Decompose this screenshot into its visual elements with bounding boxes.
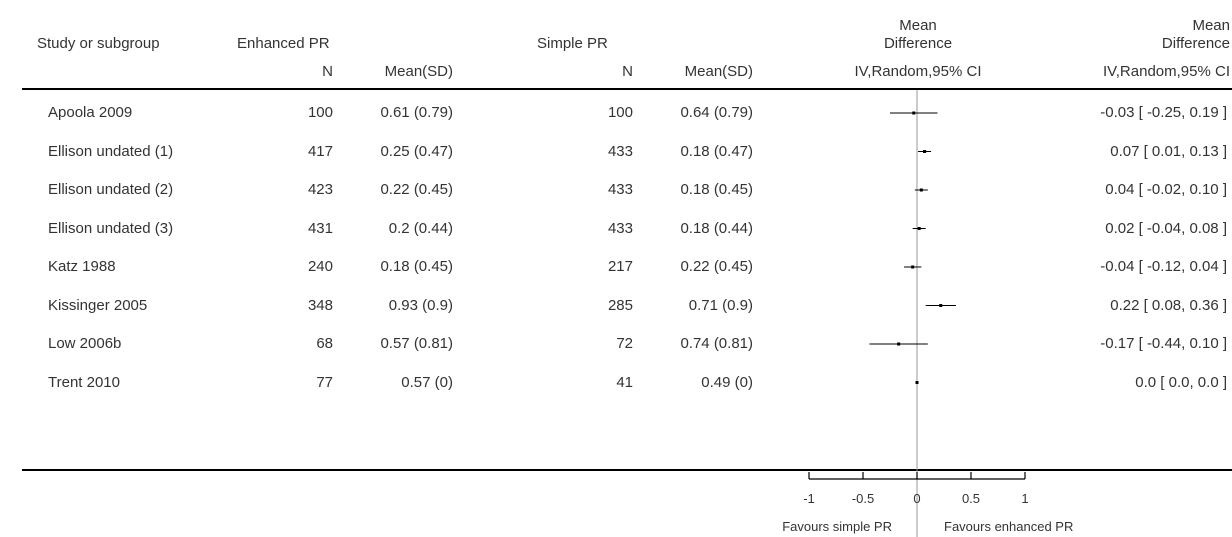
- enhanced-mean-sd: 0.57 (0): [401, 373, 453, 391]
- header-n1: N: [322, 63, 333, 80]
- enhanced-n: 240: [307, 258, 333, 275]
- simple-n: 217: [607, 258, 633, 275]
- simple-mean-sd: 0.22 (0.45): [680, 258, 753, 275]
- header-n2: N: [622, 63, 633, 80]
- study-name: Ellison undated (1): [48, 142, 174, 160]
- point-estimate: [939, 304, 943, 307]
- study-name: Ellison undated (3): [48, 219, 174, 237]
- header-mean1: Mean(SD): [384, 63, 453, 80]
- enhanced-mean-sd: 0.22 (0.45): [380, 181, 453, 198]
- simple-mean-sd: 0.64 (0.79): [680, 104, 753, 121]
- md-ci-text: -0.17 [ -0.44, 0.10 ]: [1100, 335, 1227, 352]
- simple-n: 433: [607, 142, 633, 160]
- md-ci-text: 0.0 [ 0.0, 0.0 ]: [1135, 373, 1227, 391]
- study-name: Katz 1988: [48, 258, 116, 275]
- x-tick-label: -0.5: [851, 491, 875, 506]
- point-estimate: [911, 265, 915, 269]
- header-mean2: Mean(SD): [684, 63, 753, 80]
- header-md-plot-3: IV,Random,95% CI: [854, 63, 982, 80]
- point-estimate: [912, 111, 916, 115]
- header-study: Study or subgroup: [37, 35, 160, 52]
- header-md-text-1: Mean: [1192, 17, 1230, 34]
- x-tick-label: 1: [1021, 491, 1029, 506]
- md-ci-text: -0.04 [ -0.12, 0.04 ]: [1100, 258, 1227, 275]
- enhanced-n: 431: [307, 219, 333, 237]
- enhanced-mean-sd: 0.57 (0.81): [380, 335, 453, 352]
- simple-mean-sd: 0.74 (0.81): [680, 335, 753, 352]
- simple-n: 100: [607, 104, 633, 121]
- study-name: Ellison undated (2): [48, 181, 174, 198]
- enhanced-n: 68: [316, 335, 333, 352]
- header-md-text-2: Difference: [1161, 35, 1230, 52]
- simple-mean-sd: 0.49 (0): [701, 373, 753, 391]
- x-tick-label: 0: [913, 491, 921, 506]
- x-tick-label: -1: [803, 491, 815, 506]
- enhanced-n: 348: [307, 296, 333, 314]
- enhanced-mean-sd: 0.93 (0.9): [388, 296, 453, 314]
- enhanced-n: 100: [307, 104, 333, 121]
- footer-rule: [22, 469, 1232, 471]
- simple-n: 41: [616, 373, 633, 391]
- md-ci-text: 0.04 [ -0.02, 0.10 ]: [1105, 181, 1227, 198]
- point-estimate: [915, 381, 919, 384]
- md-ci-text: -0.03 [ -0.25, 0.19 ]: [1100, 104, 1227, 121]
- simple-n: 433: [607, 181, 633, 198]
- header-md-plot-2: Difference: [883, 35, 953, 52]
- enhanced-n: 417: [307, 142, 333, 160]
- study-name: Apoola 2009: [48, 104, 133, 121]
- md-ci-text: 0.22 [ 0.08, 0.36 ]: [1110, 296, 1227, 314]
- header-md-text-3: IV,Random,95% CI: [1102, 63, 1230, 80]
- header-md-plot-1: Mean: [899, 17, 937, 34]
- header-simple-pr: Simple PR: [537, 35, 608, 52]
- point-estimate: [919, 188, 923, 192]
- study-name: Kissinger 2005: [48, 296, 148, 314]
- simple-mean-sd: 0.18 (0.45): [680, 181, 753, 198]
- enhanced-n: 77: [316, 373, 333, 391]
- enhanced-mean-sd: 0.2 (0.44): [388, 219, 453, 237]
- simple-n: 433: [607, 219, 633, 237]
- simple-mean-sd: 0.18 (0.44): [680, 219, 753, 237]
- study-name: Low 2006b: [48, 335, 122, 352]
- favours-right-label: Favours enhanced PR: [944, 519, 1074, 534]
- simple-mean-sd: 0.71 (0.9): [688, 296, 753, 314]
- point-estimate: [897, 342, 901, 346]
- md-ci-text: 0.02 [ -0.04, 0.08 ]: [1105, 219, 1227, 237]
- point-estimate: [923, 150, 927, 153]
- header-enhanced-pr: Enhanced PR: [237, 35, 330, 52]
- study-name: Trent 2010: [48, 373, 120, 391]
- simple-mean-sd: 0.18 (0.47): [680, 142, 753, 160]
- simple-n: 72: [616, 335, 633, 352]
- enhanced-mean-sd: 0.18 (0.45): [380, 258, 453, 275]
- simple-n: 285: [607, 296, 633, 314]
- enhanced-mean-sd: 0.25 (0.47): [380, 142, 453, 160]
- favours-left-label: Favours simple PR: [782, 519, 892, 534]
- header-rule: [22, 88, 1232, 90]
- point-estimate: [917, 227, 921, 230]
- enhanced-n: 423: [307, 181, 333, 198]
- x-tick-label: 0.5: [961, 491, 981, 506]
- enhanced-mean-sd: 0.61 (0.79): [380, 104, 453, 121]
- md-ci-text: 0.07 [ 0.01, 0.13 ]: [1110, 142, 1227, 160]
